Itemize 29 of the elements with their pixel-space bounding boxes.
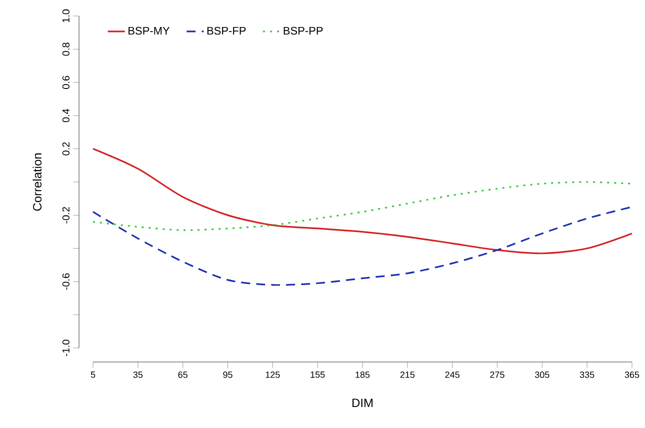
x-tick-label: 215 [400, 372, 415, 378]
x-tick-label: 335 [580, 372, 594, 378]
x-axis-title: DIM [352, 398, 373, 408]
line-series [92, 148, 633, 254]
x-tick-label: 95 [223, 372, 232, 378]
y-tick-label: 0.8 [62, 42, 70, 56]
y-tick-label: 1.0 [62, 9, 70, 22]
legend-label: BSP-PP [284, 26, 323, 35]
x-tick-label: 5 [90, 372, 96, 378]
legend-label: BSP-FP [207, 26, 246, 35]
x-tick-label: 305 [535, 372, 550, 378]
x-tick-label: 365 [624, 372, 640, 378]
y-tick-label: 0.4 [62, 108, 70, 122]
x-tick-label: 65 [178, 372, 188, 378]
line-series [92, 181, 633, 231]
x-tick-label: 125 [266, 372, 280, 378]
y-tick-label: -0.2 [62, 207, 70, 224]
y-axis-title: Correlation [32, 153, 42, 211]
y-tick-label: 0.6 [62, 76, 70, 89]
y-tick-label: -1.0 [62, 340, 70, 356]
x-tick-label: 35 [133, 372, 143, 378]
x-tick-label: 275 [490, 372, 504, 378]
y-tick-label: 0.2 [62, 142, 70, 156]
x-tick-label: 245 [445, 372, 460, 378]
x-tick-label: 185 [356, 372, 370, 378]
x-tick-label: 155 [310, 372, 325, 378]
y-tick-label: -0.6 [62, 273, 70, 290]
legend-label: BSP-MY [128, 26, 170, 35]
line-series [92, 206, 633, 286]
